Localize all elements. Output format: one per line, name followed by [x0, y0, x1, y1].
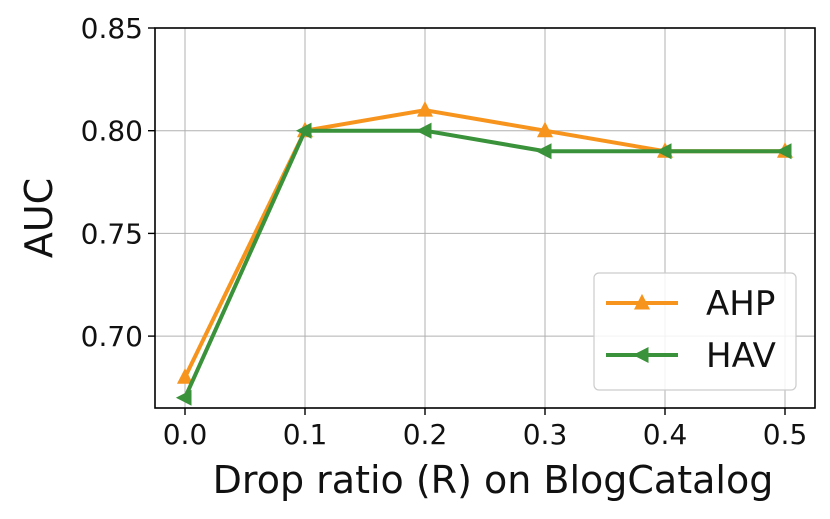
- x-tick-label: 0.5: [763, 418, 808, 451]
- y-tick-label: 0.80: [81, 115, 143, 148]
- legend-swatch-marker: [633, 293, 651, 310]
- legend-label: HAV: [706, 336, 776, 376]
- data-point: [775, 143, 792, 160]
- data-point: [536, 121, 554, 138]
- plot-frame: [154, 27, 816, 409]
- y-tick-label: 0.85: [81, 12, 143, 45]
- legend-item-ahp: AHP: [606, 284, 775, 324]
- series-layer: [175, 101, 794, 406]
- y-axis-ticks: 0.70 0.75 0.80 0.85: [81, 12, 155, 353]
- series-hav: [175, 122, 792, 406]
- data-point: [295, 122, 312, 139]
- y-tick-label: 0.75: [81, 217, 143, 250]
- x-axis-label: Drop ratio (R) on BlogCatalog: [213, 458, 774, 502]
- legend: AHP HAV: [593, 272, 797, 391]
- x-axis-ticks: 0.0 0.1 0.2 0.3 0.4 0.5: [163, 408, 808, 451]
- x-tick-label: 0.3: [523, 418, 568, 451]
- data-point: [535, 143, 552, 160]
- series-line: [183, 128, 785, 399]
- y-tick-label: 0.70: [81, 320, 143, 353]
- x-tick-label: 0.2: [403, 418, 448, 451]
- legend-item-hav: HAV: [606, 336, 776, 376]
- x-tick-label: 0.4: [643, 418, 688, 451]
- x-tick-label: 0.0: [163, 418, 208, 451]
- y-axis-label: AUC: [17, 178, 61, 258]
- data-point: [415, 122, 432, 139]
- legend-swatch-marker: [632, 346, 649, 364]
- x-tick-label: 0.1: [283, 418, 328, 451]
- data-point: [176, 368, 194, 384]
- data-point: [655, 143, 672, 160]
- data-point: [175, 389, 192, 406]
- legend-label: AHP: [706, 284, 775, 324]
- data-point: [416, 101, 434, 117]
